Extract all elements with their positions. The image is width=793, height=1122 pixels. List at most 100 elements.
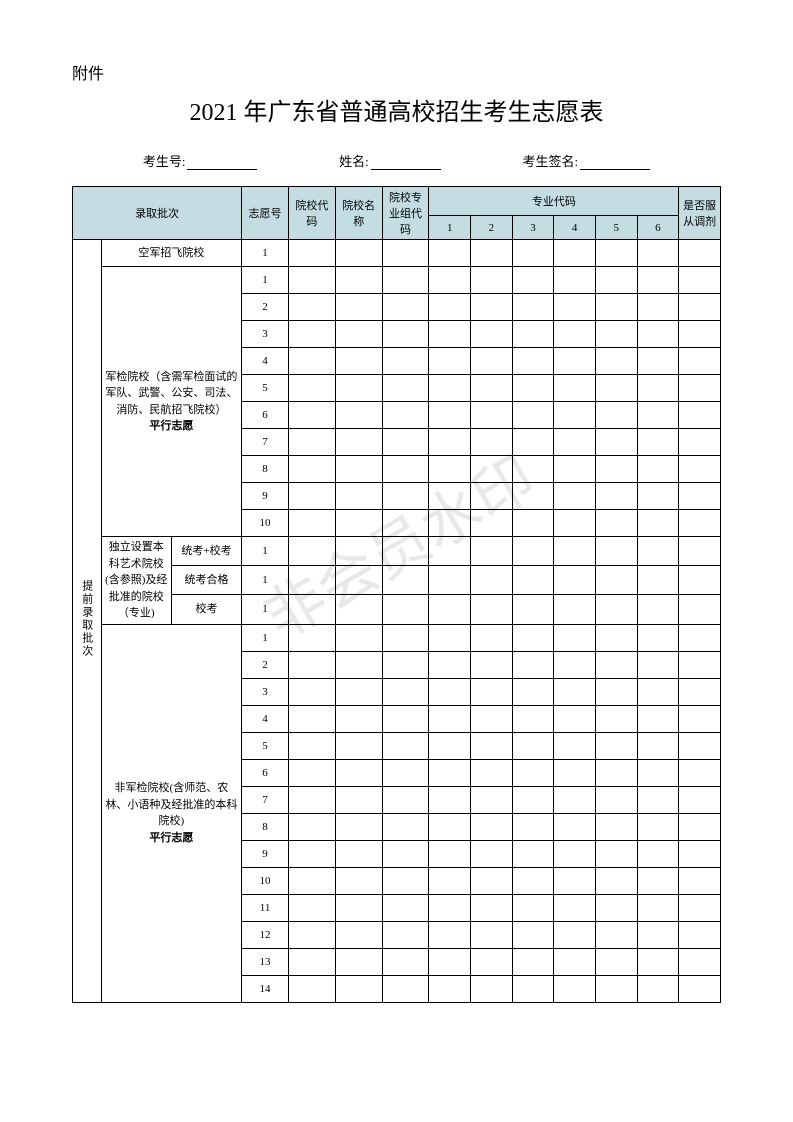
empty-cell[interactable] xyxy=(288,867,335,894)
empty-cell[interactable] xyxy=(382,537,429,566)
empty-cell[interactable] xyxy=(595,786,637,813)
empty-cell[interactable] xyxy=(679,759,721,786)
empty-cell[interactable] xyxy=(471,624,513,651)
empty-cell[interactable] xyxy=(382,678,429,705)
empty-cell[interactable] xyxy=(288,321,335,348)
empty-cell[interactable] xyxy=(382,566,429,595)
empty-cell[interactable] xyxy=(512,759,554,786)
empty-cell[interactable] xyxy=(335,759,382,786)
empty-cell[interactable] xyxy=(637,294,679,321)
empty-cell[interactable] xyxy=(637,732,679,759)
empty-cell[interactable] xyxy=(471,975,513,1002)
empty-cell[interactable] xyxy=(382,294,429,321)
empty-cell[interactable] xyxy=(288,975,335,1002)
empty-cell[interactable] xyxy=(595,510,637,537)
empty-cell[interactable] xyxy=(554,759,596,786)
empty-cell[interactable] xyxy=(679,948,721,975)
empty-cell[interactable] xyxy=(335,624,382,651)
empty-cell[interactable] xyxy=(288,840,335,867)
empty-cell[interactable] xyxy=(429,705,471,732)
empty-cell[interactable] xyxy=(554,456,596,483)
empty-cell[interactable] xyxy=(471,786,513,813)
empty-cell[interactable] xyxy=(471,921,513,948)
empty-cell[interactable] xyxy=(429,867,471,894)
empty-cell[interactable] xyxy=(335,510,382,537)
empty-cell[interactable] xyxy=(637,678,679,705)
empty-cell[interactable] xyxy=(637,867,679,894)
empty-cell[interactable] xyxy=(382,624,429,651)
empty-cell[interactable] xyxy=(429,294,471,321)
empty-cell[interactable] xyxy=(554,375,596,402)
empty-cell[interactable] xyxy=(554,813,596,840)
empty-cell[interactable] xyxy=(382,732,429,759)
empty-cell[interactable] xyxy=(335,894,382,921)
empty-cell[interactable] xyxy=(471,813,513,840)
empty-cell[interactable] xyxy=(679,294,721,321)
empty-cell[interactable] xyxy=(471,678,513,705)
empty-cell[interactable] xyxy=(288,348,335,375)
empty-cell[interactable] xyxy=(288,948,335,975)
empty-cell[interactable] xyxy=(335,321,382,348)
empty-cell[interactable] xyxy=(335,678,382,705)
empty-cell[interactable] xyxy=(554,840,596,867)
empty-cell[interactable] xyxy=(288,595,335,624)
empty-cell[interactable] xyxy=(335,537,382,566)
empty-cell[interactable] xyxy=(554,267,596,294)
empty-cell[interactable] xyxy=(471,759,513,786)
empty-cell[interactable] xyxy=(429,948,471,975)
empty-cell[interactable] xyxy=(679,732,721,759)
empty-cell[interactable] xyxy=(554,537,596,566)
empty-cell[interactable] xyxy=(637,375,679,402)
empty-cell[interactable] xyxy=(679,678,721,705)
empty-cell[interactable] xyxy=(554,678,596,705)
empty-cell[interactable] xyxy=(512,921,554,948)
empty-cell[interactable] xyxy=(554,294,596,321)
empty-cell[interactable] xyxy=(679,240,721,267)
empty-cell[interactable] xyxy=(512,705,554,732)
empty-cell[interactable] xyxy=(554,624,596,651)
empty-cell[interactable] xyxy=(512,786,554,813)
empty-cell[interactable] xyxy=(637,948,679,975)
empty-cell[interactable] xyxy=(512,948,554,975)
empty-cell[interactable] xyxy=(429,813,471,840)
empty-cell[interactable] xyxy=(679,894,721,921)
empty-cell[interactable] xyxy=(512,321,554,348)
empty-cell[interactable] xyxy=(429,732,471,759)
empty-cell[interactable] xyxy=(471,867,513,894)
empty-cell[interactable] xyxy=(382,429,429,456)
empty-cell[interactable] xyxy=(288,894,335,921)
empty-cell[interactable] xyxy=(288,294,335,321)
empty-cell[interactable] xyxy=(512,294,554,321)
empty-cell[interactable] xyxy=(679,321,721,348)
empty-cell[interactable] xyxy=(429,348,471,375)
empty-cell[interactable] xyxy=(637,429,679,456)
empty-cell[interactable] xyxy=(554,894,596,921)
empty-cell[interactable] xyxy=(512,348,554,375)
empty-cell[interactable] xyxy=(382,975,429,1002)
name-line[interactable] xyxy=(371,156,441,170)
empty-cell[interactable] xyxy=(595,921,637,948)
empty-cell[interactable] xyxy=(512,429,554,456)
empty-cell[interactable] xyxy=(637,921,679,948)
empty-cell[interactable] xyxy=(595,402,637,429)
empty-cell[interactable] xyxy=(512,375,554,402)
empty-cell[interactable] xyxy=(429,894,471,921)
empty-cell[interactable] xyxy=(288,813,335,840)
empty-cell[interactable] xyxy=(512,595,554,624)
empty-cell[interactable] xyxy=(335,813,382,840)
empty-cell[interactable] xyxy=(595,894,637,921)
empty-cell[interactable] xyxy=(382,921,429,948)
empty-cell[interactable] xyxy=(554,651,596,678)
empty-cell[interactable] xyxy=(471,595,513,624)
empty-cell[interactable] xyxy=(595,840,637,867)
empty-cell[interactable] xyxy=(679,566,721,595)
empty-cell[interactable] xyxy=(637,566,679,595)
empty-cell[interactable] xyxy=(471,732,513,759)
empty-cell[interactable] xyxy=(288,786,335,813)
empty-cell[interactable] xyxy=(471,483,513,510)
empty-cell[interactable] xyxy=(554,975,596,1002)
empty-cell[interactable] xyxy=(679,840,721,867)
empty-cell[interactable] xyxy=(288,240,335,267)
empty-cell[interactable] xyxy=(471,240,513,267)
empty-cell[interactable] xyxy=(471,321,513,348)
